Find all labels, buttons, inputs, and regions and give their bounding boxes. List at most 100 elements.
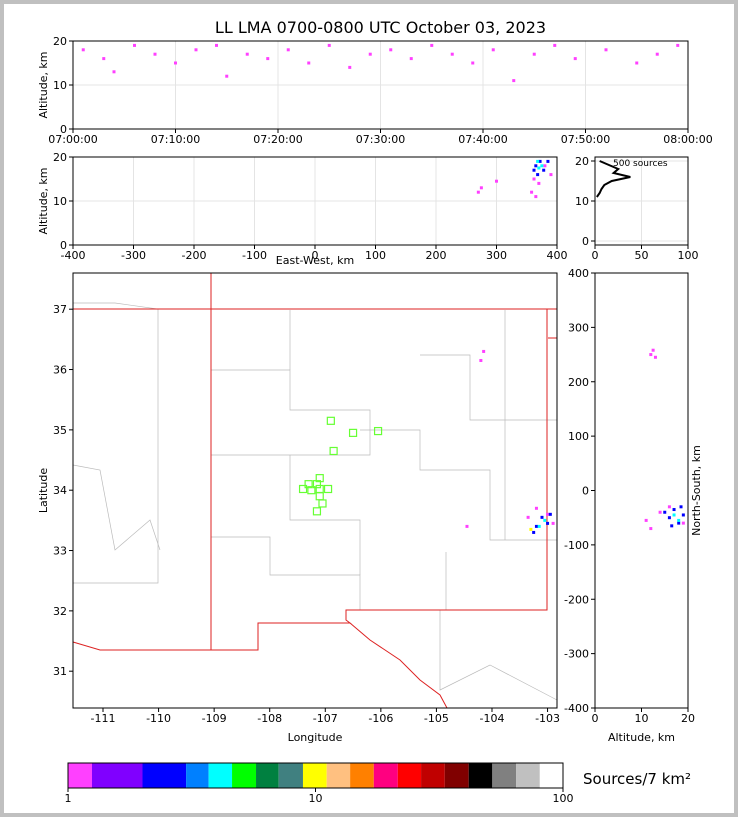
color-bin bbox=[232, 763, 257, 788]
source-point bbox=[663, 510, 667, 514]
station bbox=[312, 507, 322, 516]
y-tick-label: 0 bbox=[582, 235, 589, 248]
x-tick-label: 0 bbox=[592, 712, 599, 725]
source-point bbox=[667, 516, 671, 520]
source-point bbox=[534, 195, 538, 199]
source-point bbox=[672, 513, 676, 517]
color-bin bbox=[68, 763, 92, 788]
x-tick-label: -109 bbox=[202, 712, 227, 725]
x-tick-label: 07:10:00 bbox=[151, 133, 200, 146]
x-tick-label: -107 bbox=[313, 712, 338, 725]
y-axis-label: Altitude, km bbox=[37, 51, 50, 118]
color-bin bbox=[208, 763, 233, 788]
x-tick-label: 100 bbox=[678, 249, 699, 262]
source-point bbox=[537, 524, 541, 528]
source-point bbox=[532, 168, 536, 172]
y-tick-label: 20 bbox=[575, 155, 589, 168]
x-axis-label: East-West, km bbox=[276, 254, 354, 267]
source-point bbox=[532, 52, 536, 56]
y-tick-label: 34 bbox=[53, 484, 67, 497]
source-point bbox=[102, 57, 106, 61]
station bbox=[326, 416, 335, 425]
y-axis-label: Altitude, km bbox=[37, 167, 50, 234]
source-point bbox=[672, 508, 676, 512]
x-tick-label: -111 bbox=[91, 712, 116, 725]
y-tick-label: 32 bbox=[53, 605, 67, 618]
y-tick-label: 0 bbox=[582, 485, 589, 498]
x-tick-label: 20 bbox=[681, 712, 695, 725]
color-bin bbox=[91, 763, 143, 788]
source-point bbox=[534, 164, 538, 168]
source-point bbox=[655, 52, 659, 56]
source-point bbox=[430, 43, 434, 47]
x-tick-label: 07:30:00 bbox=[356, 133, 405, 146]
source-point bbox=[649, 353, 653, 357]
axes-frame bbox=[72, 40, 689, 130]
source-point bbox=[153, 52, 157, 56]
source-point bbox=[450, 52, 454, 56]
source-point bbox=[540, 515, 544, 519]
y-tick-label: -100 bbox=[564, 539, 589, 552]
x-tick-label: 300 bbox=[486, 249, 507, 262]
x-tick-label: -105 bbox=[424, 712, 449, 725]
station bbox=[318, 499, 327, 508]
color-bin bbox=[326, 763, 351, 788]
color-bin bbox=[256, 763, 279, 788]
station bbox=[329, 446, 338, 456]
source-point bbox=[546, 521, 550, 525]
source-point bbox=[549, 173, 553, 177]
y-tick-label: 20 bbox=[53, 151, 67, 164]
station bbox=[315, 474, 324, 483]
x-tick-label: 50 bbox=[635, 249, 649, 262]
station bbox=[348, 428, 358, 437]
source-point bbox=[604, 48, 608, 52]
color-bin bbox=[468, 763, 493, 788]
y-tick-label: 31 bbox=[53, 665, 67, 678]
source-point bbox=[548, 512, 552, 516]
source-point bbox=[133, 43, 136, 47]
source-point bbox=[532, 177, 536, 181]
state-borders bbox=[72, 273, 557, 709]
source-point bbox=[529, 527, 533, 531]
x-tick-label: -110 bbox=[146, 712, 171, 725]
color-bin bbox=[142, 763, 187, 788]
state-line bbox=[349, 622, 448, 709]
annotation: 500 sources bbox=[613, 159, 668, 169]
source-point bbox=[553, 43, 557, 47]
tick-label: 100 bbox=[553, 792, 574, 805]
x-tick-label: 400 bbox=[547, 249, 568, 262]
source-point bbox=[266, 57, 270, 61]
y-tick-label: -400 bbox=[564, 702, 589, 715]
station bbox=[312, 480, 322, 489]
source-point bbox=[542, 168, 546, 172]
county-line bbox=[211, 369, 371, 456]
chart-title: LL LMA 0700-0800 UTC October 03, 2023 bbox=[215, 18, 546, 37]
y-tick-label: 20 bbox=[53, 35, 67, 48]
source-point bbox=[538, 159, 542, 163]
x-tick-label: -108 bbox=[257, 712, 282, 725]
source-point bbox=[677, 521, 681, 525]
x-tick-label: 08:00:00 bbox=[663, 133, 712, 146]
x-axis-label: Altitude, km bbox=[608, 731, 675, 744]
source-point bbox=[667, 505, 671, 509]
color-bin bbox=[516, 763, 540, 788]
source-point bbox=[543, 164, 547, 168]
source-point bbox=[537, 181, 541, 185]
x-tick-label: 100 bbox=[365, 249, 386, 262]
source-point bbox=[495, 179, 498, 183]
source-point bbox=[491, 48, 495, 52]
x-tick-label: 200 bbox=[426, 249, 447, 262]
axes-frame bbox=[72, 156, 558, 246]
source-point bbox=[245, 52, 249, 56]
x-tick-label: -200 bbox=[182, 249, 207, 262]
y-axis-label: North-South, km bbox=[690, 445, 703, 536]
source-point bbox=[551, 521, 555, 525]
color-bin bbox=[397, 763, 422, 788]
y-tick-label: 35 bbox=[53, 424, 67, 437]
source-point bbox=[174, 61, 177, 65]
x-tick-label: 07:40:00 bbox=[458, 133, 507, 146]
source-point bbox=[471, 61, 475, 65]
color-bin bbox=[492, 763, 517, 788]
